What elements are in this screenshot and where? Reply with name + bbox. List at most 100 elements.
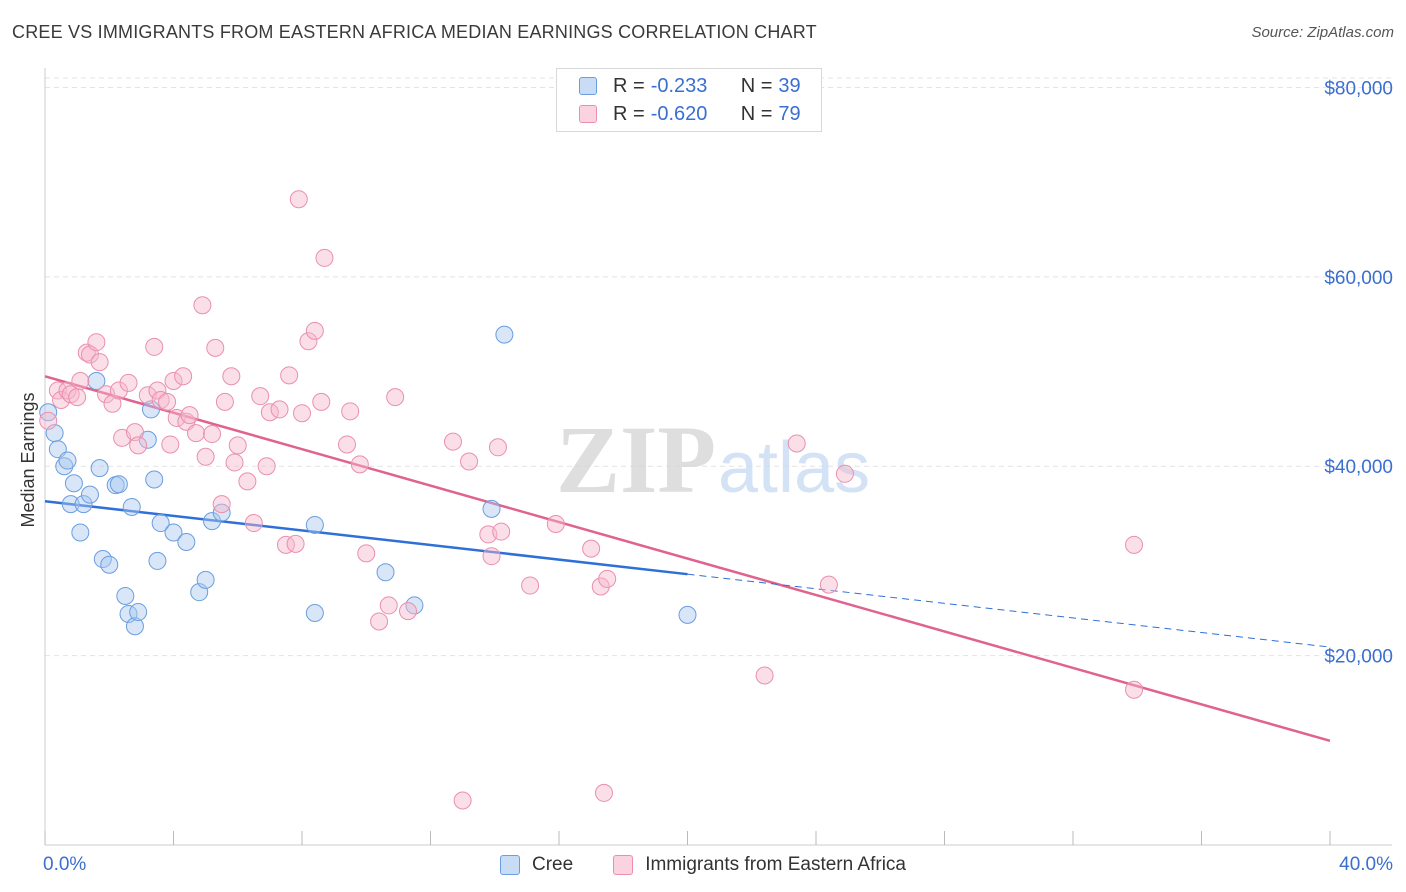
y-tick-label: $80,000 (1324, 78, 1393, 99)
point-cree (196, 570, 215, 589)
trend-line-cree (44, 500, 688, 576)
legend-swatch-immigrants (613, 855, 634, 875)
point-immigrants (228, 436, 247, 455)
point-cree (100, 555, 119, 574)
point-cree (64, 474, 83, 493)
point-immigrants (286, 534, 305, 553)
point-immigrants (341, 402, 360, 421)
point-immigrants (158, 392, 177, 411)
data-points (39, 190, 1144, 810)
r-label: R = (613, 102, 645, 125)
point-cree (71, 523, 90, 542)
point-immigrants (460, 452, 479, 471)
point-immigrants (370, 612, 389, 631)
point-immigrants (87, 333, 106, 352)
point-cree (58, 451, 77, 470)
point-immigrants (125, 423, 144, 442)
chart-title: CREE VS IMMIGRANTS FROM EASTERN AFRICA M… (12, 22, 817, 42)
legend-row-immigrants: R = -0.620 N = 79 (579, 101, 801, 127)
point-cree (109, 475, 128, 494)
point-immigrants (215, 392, 234, 411)
point-immigrants (164, 372, 183, 391)
axes (44, 68, 1392, 846)
point-immigrants (206, 338, 225, 357)
point-cree (129, 603, 148, 622)
point-immigrants (399, 602, 418, 621)
point-immigrants (280, 366, 299, 385)
r-value: -0.620 (650, 102, 708, 125)
point-immigrants (244, 514, 263, 533)
point-cree (305, 515, 324, 534)
point-immigrants (598, 569, 617, 588)
point-immigrants (68, 388, 87, 407)
point-immigrants (453, 791, 472, 810)
trend-line-immigrants (44, 375, 1331, 743)
point-immigrants (546, 514, 565, 533)
point-cree (125, 617, 144, 636)
point-immigrants (289, 190, 308, 209)
point-immigrants (312, 392, 331, 411)
point-immigrants (1125, 535, 1144, 554)
point-immigrants (119, 373, 138, 392)
point-immigrants (196, 447, 215, 466)
stats-legend: R = -0.233 N = 39 R = -0.620 N = 79 (556, 68, 822, 132)
axis-labels: $20,000 $40,000 $60,000 $80,000 0.0% 40.0% Med… (18, 78, 1393, 875)
legend-swatch-cree (500, 855, 520, 875)
n-value: 79 (778, 102, 801, 125)
point-immigrants (257, 457, 276, 476)
point-immigrants (238, 472, 257, 491)
x-tick-label-max: 40.0% (1339, 854, 1393, 875)
point-cree (376, 563, 395, 582)
y-tick-label: $20,000 (1324, 647, 1393, 668)
point-immigrants (109, 381, 128, 400)
point-cree (142, 400, 161, 419)
point-immigrants (591, 577, 610, 596)
n-label: N = (740, 102, 773, 125)
point-immigrants (379, 596, 398, 615)
point-cree (678, 605, 697, 624)
legend-item-immigrants[interactable]: Immigrants from Eastern Africa (613, 852, 906, 878)
point-immigrants (350, 455, 369, 474)
point-cree (61, 495, 80, 514)
point-immigrants (293, 404, 311, 423)
point-cree (90, 459, 109, 478)
legend-label-immigrants: Immigrants from Eastern Africa (645, 854, 906, 875)
point-immigrants (222, 367, 241, 386)
watermark: ZIP atlas (556, 406, 870, 513)
r-value: -0.233 (650, 74, 708, 97)
point-immigrants (90, 353, 109, 372)
y-tick-label: $60,000 (1324, 268, 1393, 289)
point-immigrants (276, 535, 295, 554)
series-legend: Cree Immigrants from Eastern Africa (0, 852, 1406, 878)
point-immigrants (305, 321, 324, 340)
point-immigrants (151, 390, 170, 409)
n-value: 39 (778, 74, 801, 97)
point-immigrants (787, 434, 806, 453)
n-label: N = (740, 74, 773, 97)
point-immigrants (315, 248, 334, 267)
r-label: R = (613, 74, 645, 97)
point-immigrants (270, 400, 289, 419)
point-immigrants (521, 576, 540, 595)
x-tick-label-min: 0.0% (43, 854, 86, 875)
point-immigrants (488, 438, 507, 457)
point-immigrants (71, 372, 90, 391)
point-immigrants (212, 495, 231, 514)
legend-item-cree[interactable]: Cree (500, 852, 573, 878)
watermark-atlas: atlas (718, 428, 870, 508)
point-cree (122, 497, 141, 516)
point-immigrants (492, 522, 511, 541)
point-immigrants (755, 666, 774, 685)
point-immigrants (386, 388, 405, 407)
point-cree (145, 470, 164, 489)
point-immigrants (103, 394, 122, 413)
point-immigrants (174, 367, 193, 386)
point-cree (151, 514, 170, 533)
y-tick-label: $40,000 (1324, 457, 1393, 478)
point-immigrants (180, 406, 199, 425)
point-cree (116, 586, 135, 605)
legend-row-cree: R = -0.233 N = 39 (579, 73, 801, 99)
point-immigrants (357, 544, 376, 563)
trend-lines (44, 375, 1331, 743)
